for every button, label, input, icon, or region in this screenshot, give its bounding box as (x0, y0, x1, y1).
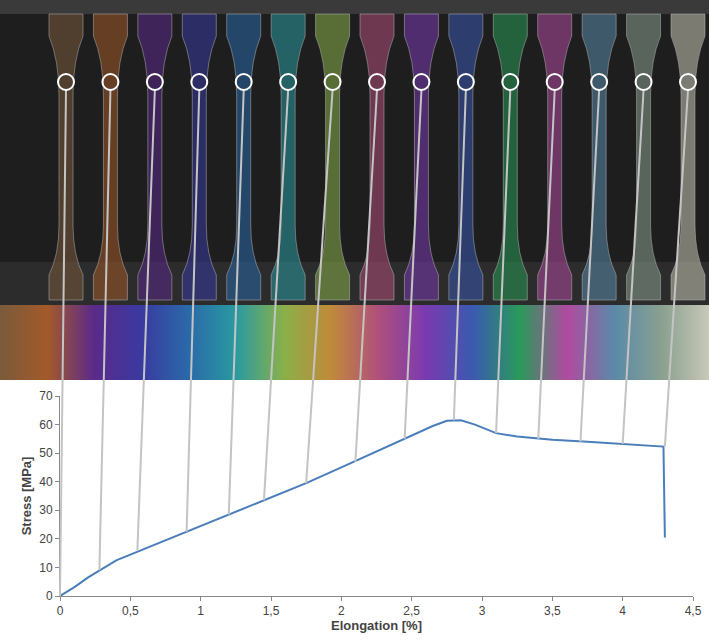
svg-text:70: 70 (39, 389, 53, 403)
svg-text:30: 30 (39, 503, 53, 517)
svg-text:0: 0 (57, 604, 64, 618)
svg-text:Elongation [%]: Elongation [%] (331, 618, 422, 633)
svg-text:10: 10 (39, 561, 53, 575)
svg-text:0: 0 (46, 589, 53, 603)
svg-text:3: 3 (479, 604, 486, 618)
svg-text:1: 1 (197, 604, 204, 618)
svg-text:2: 2 (338, 604, 345, 618)
svg-text:20: 20 (39, 532, 53, 546)
svg-text:40: 40 (39, 475, 53, 489)
svg-text:4: 4 (619, 604, 626, 618)
svg-text:1,5: 1,5 (263, 604, 280, 618)
svg-text:4,5: 4,5 (685, 604, 702, 618)
svg-text:0,5: 0,5 (122, 604, 139, 618)
svg-text:2,5: 2,5 (403, 604, 420, 618)
svg-text:60: 60 (39, 418, 53, 432)
svg-text:50: 50 (39, 446, 53, 460)
svg-text:3,5: 3,5 (544, 604, 561, 618)
svg-text:Stress [MPa]: Stress [MPa] (19, 457, 34, 536)
